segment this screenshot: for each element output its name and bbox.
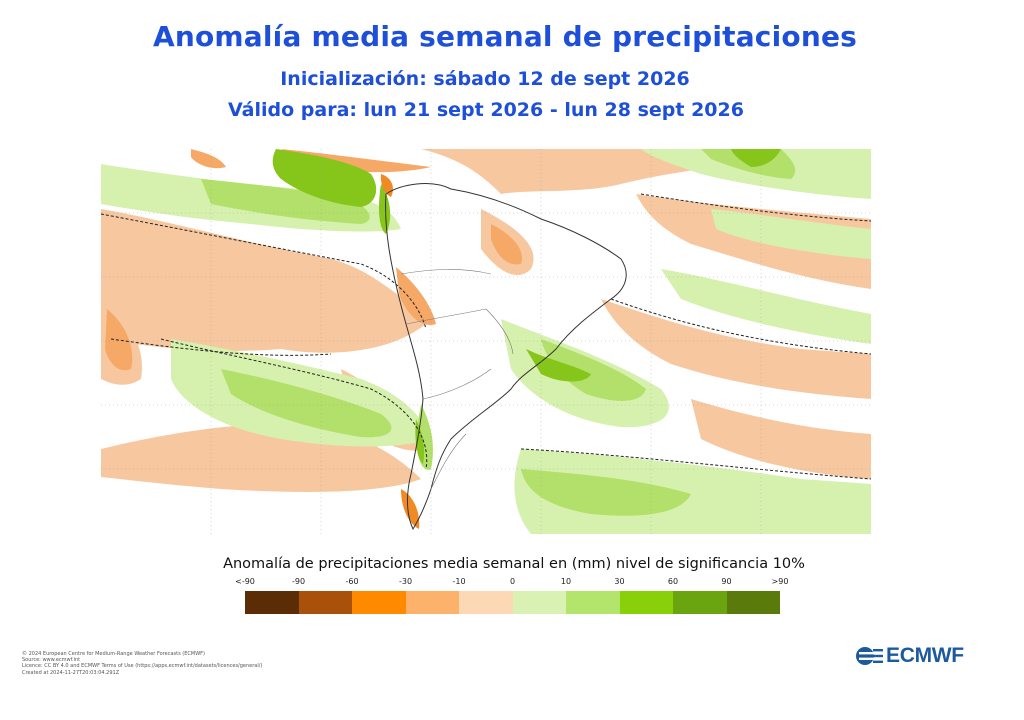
valid-period: Válido para: lun 21 sept 2026 - lun 28 s… xyxy=(228,99,744,121)
credit-line: Source: www.ecmwf.int xyxy=(22,657,81,664)
moderate-wet-areas xyxy=(201,149,796,516)
legend-tick-label: -90 xyxy=(291,577,306,586)
credit-line: Licence: CC BY 4.0 and ECMWF Terms of Us… xyxy=(22,663,263,670)
map-graticule xyxy=(101,149,871,534)
credits-text: © 2024 European Centre for Medium-Range … xyxy=(22,651,262,676)
legend-tick-label: 10 xyxy=(560,577,572,586)
legend-swatch xyxy=(566,591,620,614)
ecmwf-logo: ECMWF xyxy=(855,644,964,668)
legend-color-bar xyxy=(245,591,780,614)
legend-swatch xyxy=(245,591,299,614)
credit-line: Created at 2024-11-27T20:03:04.291Z xyxy=(22,669,120,676)
legend-swatch xyxy=(512,591,566,614)
legend-title: Anomalía de precipitaciones media semana… xyxy=(223,556,805,572)
legend-swatch xyxy=(673,591,727,614)
legend-swatch xyxy=(298,591,352,614)
legend-swatch xyxy=(726,591,780,614)
legend-tick-label: -30 xyxy=(398,577,413,586)
legend-tick-label: -60 xyxy=(345,577,359,586)
legend-tick-label: 60 xyxy=(667,577,679,586)
legend-swatch xyxy=(352,591,406,614)
ecmwf-logo-text: ECMWF xyxy=(886,644,964,667)
precipitation-anomaly-map xyxy=(101,149,871,534)
ecmwf-logo-icon xyxy=(856,647,883,665)
country-borders xyxy=(400,269,514,490)
credit-line: © 2024 European Centre for Medium-Range … xyxy=(22,651,205,657)
legend-swatch xyxy=(619,591,673,614)
map-title: Anomalía media semanal de precipitacione… xyxy=(152,20,858,53)
legend-swatch xyxy=(459,591,513,614)
legend-tick-labels: <-90 -90 -60 -30 -10 0 10 30 60 90 >90 xyxy=(235,577,788,589)
legend-tick-label: 0 xyxy=(509,577,516,586)
initialization-date: Inicialización: sábado 12 de sept 2026 xyxy=(280,68,690,90)
legend-tick-label: 90 xyxy=(721,577,732,586)
legend-tick-label: 30 xyxy=(614,577,625,586)
significance-contours xyxy=(101,193,871,480)
south-america-coastline xyxy=(385,183,627,531)
legend-swatch xyxy=(405,591,459,614)
strong-wet-areas xyxy=(272,149,781,464)
legend-tick-label: -10 xyxy=(452,577,466,586)
legend-tick-label: <-90 xyxy=(235,577,255,586)
legend-tick-label: >90 xyxy=(771,577,789,586)
